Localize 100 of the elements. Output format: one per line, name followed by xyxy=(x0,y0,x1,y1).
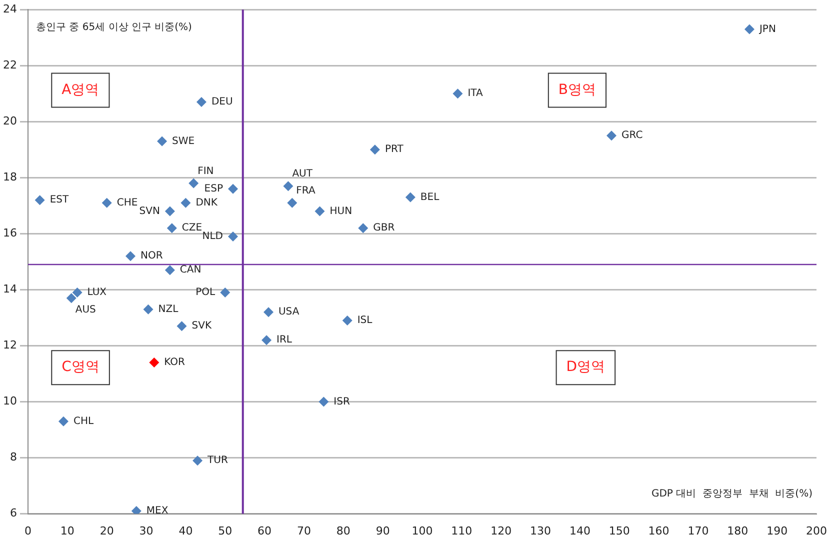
annotation: B영역 xyxy=(558,82,596,98)
annotation: FIN xyxy=(198,166,214,177)
x-tick-label: 200 xyxy=(806,524,827,538)
point xyxy=(287,198,298,208)
point xyxy=(283,181,294,192)
annotation: CZE xyxy=(182,222,202,234)
x-tick-label: 170 xyxy=(688,524,709,538)
annotation: POL xyxy=(196,287,216,298)
point xyxy=(228,231,238,242)
annotation: CHE xyxy=(116,197,138,208)
point xyxy=(318,396,329,407)
annotation: KOR xyxy=(164,357,186,368)
point xyxy=(220,288,230,298)
x-tick-label: 100 xyxy=(412,524,433,538)
x-tick-label: 70 xyxy=(296,524,311,538)
x-tick-label: 80 xyxy=(336,524,350,538)
annotation: GBR xyxy=(373,222,395,234)
annotation: HUN xyxy=(330,206,352,217)
x-tick-label: 20 xyxy=(100,524,114,538)
y-tick-label: 20 xyxy=(2,114,17,128)
y-tick-label: 16 xyxy=(2,226,17,240)
annotation: CHL xyxy=(73,416,94,427)
point xyxy=(606,130,616,141)
y-tick-label: 6 xyxy=(10,506,17,520)
annotation: SWE xyxy=(172,136,195,147)
point xyxy=(34,195,45,206)
annotation: TUR xyxy=(206,455,228,466)
point xyxy=(149,358,160,368)
x-tick-label: 0 xyxy=(24,524,32,538)
point xyxy=(143,304,154,314)
annotation: A영역 xyxy=(62,82,100,98)
x-tick-label: 180 xyxy=(727,524,748,538)
y-tick-label: 22 xyxy=(2,58,17,72)
annotation: IRL xyxy=(276,334,292,346)
annotation: BEL xyxy=(420,192,440,203)
annotation: PRT xyxy=(384,144,404,156)
point xyxy=(405,192,416,202)
annotation: AUS xyxy=(75,304,96,316)
y-tick-label: 24 xyxy=(2,2,17,16)
x-tick-label: 60 xyxy=(258,524,272,538)
x-tick-label: 120 xyxy=(490,524,512,538)
x-tick-label: 30 xyxy=(139,524,154,538)
annotation: DNK xyxy=(196,197,218,208)
point xyxy=(72,288,82,298)
point xyxy=(744,24,754,34)
point xyxy=(66,293,76,304)
annotation: C영역 xyxy=(62,359,100,376)
y-tick-label: 10 xyxy=(2,394,17,408)
point xyxy=(164,265,175,276)
y-tick-label: 18 xyxy=(2,170,17,184)
point xyxy=(188,178,199,188)
point xyxy=(176,321,187,332)
annotation: NZL xyxy=(158,304,179,315)
point xyxy=(358,223,368,234)
annotation: SVN xyxy=(139,206,160,217)
annotation: D영역 xyxy=(566,359,606,376)
annotation: DEU xyxy=(211,96,233,108)
y-tick-label: 14 xyxy=(2,282,17,296)
point xyxy=(131,506,142,514)
x-tick-label: 40 xyxy=(178,524,193,538)
point xyxy=(58,416,68,426)
annotation: AUT xyxy=(292,168,314,180)
point xyxy=(166,223,177,234)
x-tick-label: 50 xyxy=(218,524,232,538)
annotation: FRA xyxy=(296,185,316,196)
x-tick-label: 150 xyxy=(608,524,630,538)
y-axis-title: 총인구 중 65세 이상 인구 비중(%) xyxy=(36,22,192,34)
x-axis-title: GDP 대비 중앙정부 부채 비중(%) xyxy=(651,488,813,500)
point xyxy=(263,307,274,318)
annotation: GRC xyxy=(621,130,643,142)
x-tick-label: 130 xyxy=(530,524,552,538)
y-tick-label: 12 xyxy=(2,338,17,352)
annotation: ISL xyxy=(357,315,373,326)
point xyxy=(192,456,203,466)
annotation: ESP xyxy=(204,183,224,194)
x-tick-label: 160 xyxy=(648,524,670,538)
x-tick-label: 10 xyxy=(60,524,74,538)
annotation: JPN xyxy=(758,24,776,35)
point xyxy=(314,206,325,216)
point xyxy=(102,198,112,208)
x-tick-label: 90 xyxy=(376,524,390,538)
point xyxy=(180,198,191,208)
x-tick-label: 110 xyxy=(451,524,472,538)
x-tick-label: 190 xyxy=(766,524,788,538)
annotation: CAN xyxy=(180,264,202,276)
point xyxy=(228,184,238,194)
annotation: MEX xyxy=(146,506,168,517)
annotation: NOR xyxy=(140,250,163,262)
y-tick-label: 8 xyxy=(10,450,17,464)
point xyxy=(452,88,463,99)
point xyxy=(370,144,380,155)
point xyxy=(262,335,272,346)
point xyxy=(157,136,168,146)
annotation: SVK xyxy=(192,320,212,332)
point xyxy=(164,206,175,216)
annotation: EST xyxy=(50,194,70,206)
annotation: LUX xyxy=(87,287,107,298)
point xyxy=(196,97,206,108)
annotation: NLD xyxy=(202,231,224,242)
point xyxy=(126,251,136,262)
